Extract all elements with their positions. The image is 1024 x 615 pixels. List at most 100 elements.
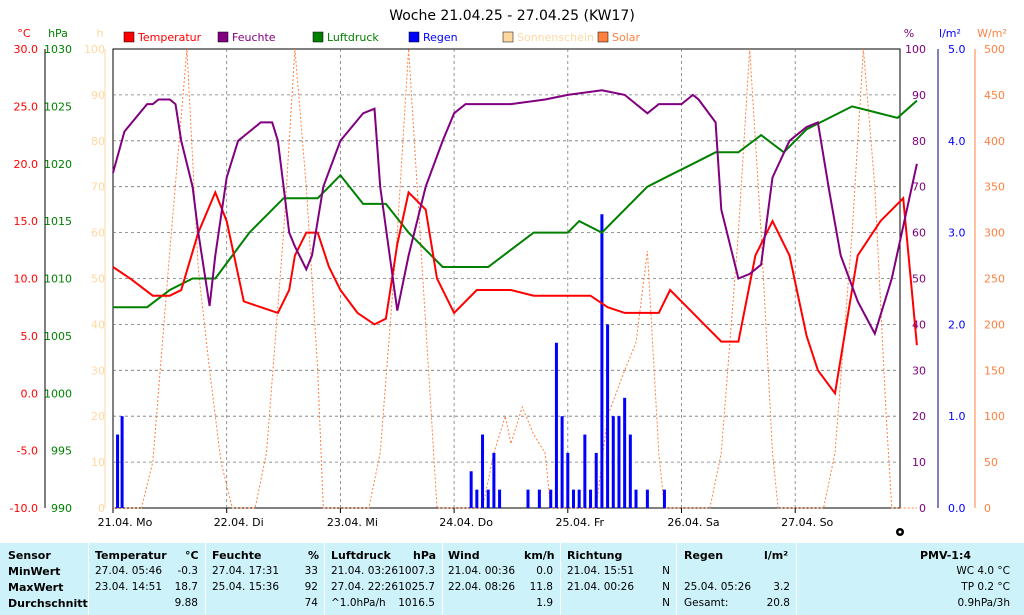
axis-tick-sunshine: 80 [91, 135, 105, 148]
x-tick-label: 27.04. So [781, 516, 833, 529]
richtung-avg-value: N [662, 597, 670, 609]
axis-tick-temperature: 10.0 [14, 273, 39, 286]
axis-tick-temperature: -10.0 [10, 502, 38, 515]
legend-label: Regen [423, 31, 458, 44]
pmv-pressure-trend: 0.9hPa/3h [957, 597, 1010, 609]
rain-bar [577, 489, 581, 508]
series-line-luftdruck [113, 99, 918, 309]
druck-min-time: 21.04. 03:26 [331, 565, 398, 577]
header-feuchte-unit: % [308, 549, 320, 562]
rain-bar [571, 489, 575, 508]
x-tick-label: 25.04. Fr [556, 516, 605, 529]
rain-bar [475, 489, 479, 508]
header-sensor: Sensor [8, 549, 51, 562]
axis-tick-rain: 4.0 [948, 135, 966, 148]
regen-max-value: 3.2 [773, 581, 790, 593]
axis-tick-temperature: 15.0 [14, 215, 39, 228]
series-line-feuchte [112, 89, 918, 337]
rain-bar [566, 452, 570, 508]
rain-bar [492, 452, 496, 508]
temp-max-value: 18.7 [174, 581, 198, 593]
series-line-temperatur [112, 189, 918, 396]
axis-tick-solar: 250 [984, 273, 1005, 286]
axis-tick-solar: 150 [984, 364, 1005, 377]
rain-bar [481, 434, 485, 508]
axis-unit-solar: W/m² [977, 27, 1007, 40]
wind-avg-value: 1.9 [536, 597, 553, 609]
axis-tick-solar: 400 [984, 135, 1005, 148]
chart-title: Woche 21.04.25 - 27.04.25 (KW17) [389, 8, 635, 24]
axis-tick-sunshine: 90 [91, 89, 105, 102]
axis-tick-humidity: 80 [912, 135, 926, 148]
axis-tick-rain: 3.0 [948, 227, 966, 240]
axis-tick-sunshine: 60 [91, 227, 105, 240]
rain-bar [589, 489, 593, 508]
axis-tick-solar: 50 [984, 456, 998, 469]
header-wind: Wind [448, 549, 480, 562]
axis-tick-humidity: 0 [919, 502, 926, 515]
axis-tick-solar: 200 [984, 318, 1005, 331]
statistics-table: Sensor Temperatur °C Feuchte % Luftdruck… [0, 543, 1024, 615]
regen-max-time: 25.04. 05:26 [684, 581, 751, 593]
druck-max-value: 1025.7 [398, 581, 435, 593]
wind-min-time: 21.04. 00:36 [448, 565, 515, 577]
series-layer [112, 48, 918, 509]
axes-layer: 30.025.020.015.010.05.00.0-5.0-10.0°C103… [10, 27, 1007, 529]
axis-tick-humidity: 100 [905, 43, 926, 56]
rain-bar [554, 342, 558, 508]
pmv-windchill: WC 4.0 °C [956, 565, 1010, 577]
header-temperatur-unit: °C [185, 549, 199, 562]
rain-bar [611, 416, 615, 508]
legend-swatch [502, 31, 514, 43]
rain-bar [583, 434, 587, 508]
axis-tick-temperature: 0.0 [21, 387, 39, 400]
rain-bar [594, 452, 598, 508]
axis-tick-pressure: 1025 [44, 100, 72, 113]
weather-chart: 30.025.020.015.010.05.00.0-5.0-10.0°C103… [10, 8, 1007, 536]
header-pmv: PMV-1:4 [920, 549, 971, 562]
axis-tick-sunshine: 10 [91, 456, 105, 469]
feuchte-min-value: 33 [304, 565, 318, 577]
axis-tick-humidity: 20 [912, 410, 926, 423]
axis-unit-rain: l/m² [939, 27, 961, 40]
rain-bar [645, 489, 649, 508]
wind-max-value: 11.8 [529, 581, 553, 593]
x-tick-label: 24.04. Do [439, 516, 493, 529]
axis-tick-pressure: 1000 [44, 387, 72, 400]
axis-tick-solar: 0 [984, 502, 991, 515]
axis-tick-pressure: 1030 [44, 43, 72, 56]
axis-tick-sunshine: 100 [84, 43, 105, 56]
temp-min-time: 27.04. 05:46 [95, 565, 162, 577]
richtung-min-time: 21.04. 15:51 [567, 565, 634, 577]
axis-tick-humidity: 50 [912, 273, 926, 286]
wind-min-value: 0.0 [536, 565, 553, 577]
axis-tick-solar: 300 [984, 227, 1005, 240]
rain-bar [116, 434, 120, 508]
axis-unit-temperature: °C [17, 27, 31, 40]
axis-tick-solar: 350 [984, 181, 1005, 194]
header-regen-unit: l/m² [764, 549, 789, 562]
axis-unit-pressure: hPa [48, 27, 68, 40]
header-richtung: Richtung [567, 549, 623, 562]
axis-tick-sunshine: 70 [91, 181, 105, 194]
pmv-dewpoint: TP 0.2 °C [961, 581, 1010, 593]
axis-tick-pressure: 995 [51, 445, 72, 458]
richtung-max-value: N [662, 581, 670, 593]
druck-min-value: 1007.3 [398, 565, 435, 577]
druck-avg-value: 1016.5 [398, 597, 435, 609]
legend-label: Sonnenschein [517, 31, 594, 44]
rain-bar [600, 214, 604, 509]
current-position-marker-center [898, 530, 902, 534]
axis-tick-temperature: 5.0 [21, 330, 39, 343]
header-regen: Regen [684, 549, 724, 562]
rain-bar [498, 489, 502, 508]
legend-label: Feuchte [232, 31, 276, 44]
header-feuchte: Feuchte [212, 549, 262, 562]
row-label-max: MaxWert [8, 581, 64, 594]
series-line-solar [113, 48, 917, 509]
rain-bar [120, 416, 124, 508]
axis-tick-solar: 450 [984, 89, 1005, 102]
x-tick-label: 21.04. Mo [98, 516, 153, 529]
axis-tick-humidity: 10 [912, 456, 926, 469]
axis-unit-sunshine: h [97, 27, 104, 40]
